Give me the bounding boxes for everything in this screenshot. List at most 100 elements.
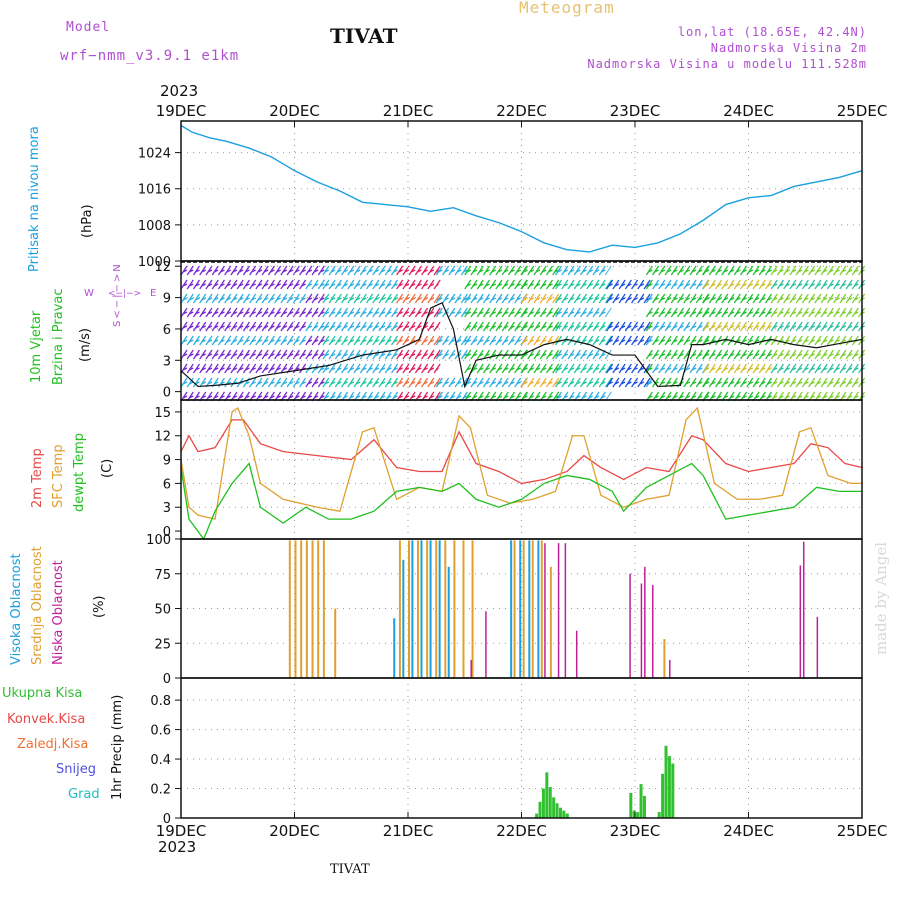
ytick-label: 9 [163,454,171,469]
x-label-bottom: 22DEC [496,822,547,840]
x-label-bottom: 25DEC [837,822,888,840]
cloud-bar-mid [471,540,474,678]
cloud-bar-mid [444,540,447,678]
cloud-bar-low [470,659,472,678]
x-label-top: 25DEC [837,102,888,120]
cloud-bar-low [629,573,631,678]
cloud-bar-low [799,565,802,678]
cloud-bar-mid [453,540,456,678]
cloud-bar-mid [417,540,420,678]
x-label-bottom: 23DEC [610,822,661,840]
cloud-bar-mid [663,639,666,678]
cloud-bar-low [644,566,646,678]
cloud-bar-mid [294,540,297,678]
ytick-label: 0 [163,672,171,687]
cloud-bar-low [802,541,805,678]
station-title: TIVAT [330,24,398,48]
cloud-bar-low [575,630,578,678]
x-label-bottom: 24DEC [723,822,774,840]
x-label-bottom: 19DEC [156,822,207,840]
cloud-bar-low [652,584,654,678]
cloud-bar-low [669,659,671,678]
ytick-label: 1000 [138,255,171,270]
cloud-bar-low [816,616,819,678]
legend-convective-rain: Konvek.Kisa [7,712,86,727]
ytick-label: 25 [154,637,171,652]
cloud-bar-high [528,540,531,678]
elevation-label: Nadmorska Visina 2m [710,41,867,55]
cloud-bar-mid [288,540,291,678]
cloud-bar-mid [426,540,429,678]
precip-bar [555,803,559,818]
cloud-bar-mid [549,566,552,678]
model-name: wrf−nmm_v3.9.1 e1km [60,48,240,64]
cloud-bar-high [420,540,423,678]
cloud-bar-high [519,540,522,678]
legend-hail: Grad [68,787,100,802]
wind-compass-ew-arrows: <−|−> [108,289,142,299]
wind-compass-e: E [150,288,157,299]
cloud-bar-mid [311,540,314,678]
precip-bar [541,788,545,818]
ytick-label: 12 [154,260,171,275]
precip-bar [552,797,556,818]
ytick-label: 50 [154,603,171,618]
wind-barbs-layer [180,265,866,402]
ytick-label: 100 [146,533,171,548]
x-label-top: 21DEC [383,102,434,120]
cloud-bar-mid [522,540,525,678]
ytick-label: 12 [154,430,171,445]
precip-bar [535,813,539,818]
ytick-label: 0 [163,525,171,540]
x-label-top: 19DEC [156,102,207,120]
year-bottom: 2023 [158,838,197,856]
cloud-bar-low [557,543,560,678]
year-top: 2023 [160,82,199,100]
cloud-bar-low [564,543,567,678]
wind-speed-line [180,302,863,389]
precip-bar [661,773,665,818]
precip-bar [558,807,562,818]
x-label-top: 23DEC [610,102,661,120]
ytick-label: 6 [163,477,171,492]
dewpt-line [180,462,862,541]
precip-bar [636,812,640,818]
precip-bar [671,763,675,818]
ytick-label: 1016 [138,183,171,198]
legend-snow: Snijeg [56,762,96,777]
cloud-bar-mid [408,540,410,678]
lonlat-label: lon,lat (18.65E, 42.4N) [677,25,867,39]
cloud-bar-high [429,540,432,678]
precip-bar [562,810,566,818]
ytick-label: 3 [163,501,171,516]
cloud-bar-low [485,611,487,678]
precip-bar [629,792,633,818]
ytick-label: 0.6 [150,724,171,739]
panel-frame [180,120,863,262]
precip-bar [639,784,643,818]
ytick-label: 0 [163,812,171,827]
precip-bar [664,745,668,818]
precip-bar [667,756,671,818]
temp-2m-line [180,419,863,485]
pressure-line [180,124,863,253]
legend-total-rain: Ukupna Kisa [2,686,83,701]
cloud-bar-mid [462,540,465,678]
panel-frame [180,677,863,819]
cloud-bar-high [411,540,414,678]
wind-compass-w: W [84,288,94,299]
precip-bar [657,812,661,818]
ytick-label: 0.4 [150,753,171,768]
x-label-top: 24DEC [723,102,774,120]
model-elevation-label: Nadmorska Visina u modelu 111.528m [587,57,867,71]
ytick-label: 3 [163,354,171,369]
cloud-bar-high [447,566,450,678]
x-label-bottom: 20DEC [269,822,320,840]
precip-bar [632,810,636,818]
precip-bar [565,813,569,818]
cloud-bar-mid [317,540,320,678]
cloud-bar-high [393,618,396,678]
legend-freezing-rain: Zaledj.Kisa [17,737,89,752]
cloud-bar-mid [305,540,308,678]
footer-station: TIVAT [330,862,370,877]
